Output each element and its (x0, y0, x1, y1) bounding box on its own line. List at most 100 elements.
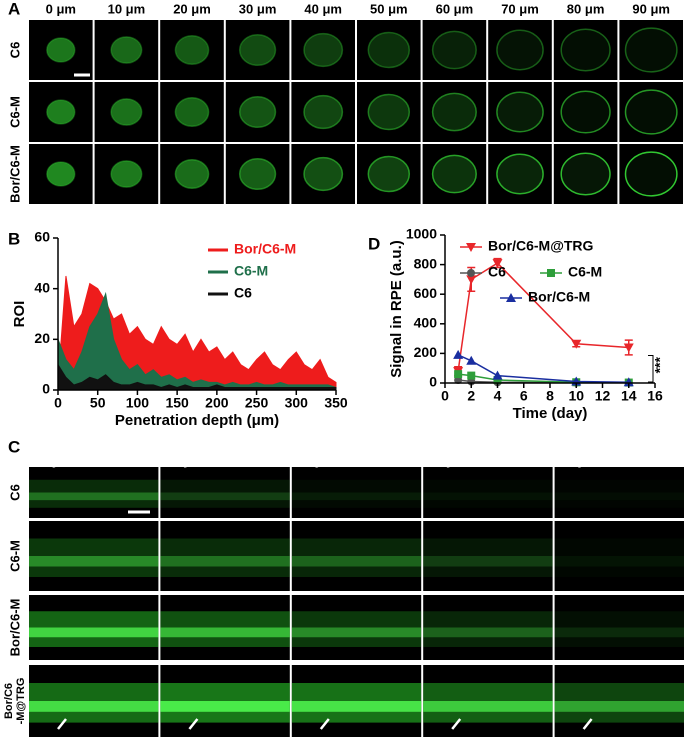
data-point (466, 243, 476, 252)
column-label: 20 μm (173, 1, 211, 16)
cell-spheroid (46, 161, 76, 187)
y-axis-label: Signal in RPE (a.u.) (388, 240, 405, 378)
arrow (451, 718, 462, 730)
micrograph (291, 144, 355, 204)
retina-layer (291, 701, 422, 712)
legend-label: C6 (488, 264, 506, 280)
retina-layer (291, 492, 422, 501)
x-tick-label: 0 (54, 395, 62, 411)
retina-layer (29, 492, 159, 501)
retina-layer (554, 701, 684, 712)
row-label: C6 (7, 42, 22, 59)
cell-spheroid (560, 90, 611, 134)
micrograph (291, 595, 422, 660)
cell-spheroid (496, 29, 544, 71)
data-point (492, 259, 503, 269)
x-tick-label: 6 (520, 388, 528, 404)
cell-spheroid (110, 98, 143, 126)
micrograph (488, 20, 552, 80)
x-axis-label: Penetration depth (μm) (115, 412, 279, 429)
cell-spheroid (560, 152, 611, 196)
retina-tissue (291, 479, 422, 508)
cell-spheroid (238, 33, 277, 67)
data-point (547, 269, 555, 277)
column-label: Day 14 (560, 452, 605, 468)
x-axis-label: Time (day) (513, 405, 588, 422)
cell-spheroid (431, 154, 477, 194)
column-label: Day 10 (428, 452, 473, 468)
data-point (467, 371, 476, 380)
retina-tissue (160, 538, 290, 577)
micrograph (225, 82, 290, 142)
x-tick-label: 12 (595, 388, 611, 404)
y-axis-label: ROI (11, 301, 28, 328)
y-tick-label: 1000 (406, 226, 437, 242)
y-tick-label: 600 (414, 285, 438, 301)
retina-layer (160, 556, 290, 567)
column-label: Day 1 (34, 452, 72, 468)
x-tick-label: 0 (441, 388, 449, 404)
x-tick-label: 300 (285, 395, 309, 411)
retina-tissue (423, 538, 553, 577)
y-tick-label: 800 (414, 255, 438, 271)
cell-spheroid (624, 89, 678, 135)
area (57, 362, 337, 391)
row-label: C6 (7, 484, 22, 501)
micrograph (291, 467, 422, 518)
micrograph (619, 82, 683, 142)
micrograph (160, 521, 290, 591)
data-point (466, 275, 477, 285)
cell-spheroid (46, 37, 76, 63)
cell-spheroid (238, 95, 277, 129)
cell-spheroid (174, 97, 210, 127)
cell-spheroid (303, 32, 344, 68)
x-tick-label: 250 (245, 395, 269, 411)
data-point (623, 377, 634, 387)
retina-layer (29, 556, 159, 567)
panel-letter: D (368, 234, 380, 253)
micrograph (554, 467, 684, 518)
micrograph (291, 82, 355, 142)
column-label: 30 μm (239, 1, 277, 16)
legend-label: C6-M (234, 263, 268, 279)
row-label: Bor/C6 (3, 683, 15, 719)
x-tick-label: 16 (647, 388, 663, 404)
column-label: 70 μm (501, 1, 539, 16)
retina-layer (160, 627, 290, 638)
y-tick-label: 20 (34, 330, 50, 346)
micrograph (422, 20, 487, 80)
column-label: 80 μm (567, 1, 605, 16)
panel-letter: A (8, 0, 20, 18)
row-label: C6-M (7, 540, 22, 572)
panel-letter: B (8, 229, 20, 248)
legend-label: C6 (234, 285, 252, 301)
retina-tissue (29, 538, 159, 577)
x-tick-label: 4 (494, 388, 502, 404)
y-tick-label: 60 (34, 229, 50, 245)
retina-layer (423, 627, 553, 638)
micrograph (160, 20, 224, 80)
data-point (453, 349, 464, 359)
data-point (454, 370, 463, 379)
x-tick-label: 50 (90, 395, 106, 411)
row-label: -M@TRG (15, 678, 27, 725)
retina-layer (554, 627, 684, 638)
x-tick-label: 150 (165, 395, 189, 411)
cell-spheroid (367, 93, 411, 131)
micrograph (291, 20, 355, 80)
cell-spheroid (303, 156, 344, 192)
data-point (467, 269, 475, 277)
data-point (506, 293, 516, 302)
axes (444, 235, 655, 384)
cell-spheroid (496, 91, 544, 133)
micrograph (619, 144, 683, 204)
cell-spheroid (174, 35, 210, 65)
cell-spheroid (238, 157, 277, 191)
micrograph (29, 467, 159, 518)
cell-spheroid (46, 99, 76, 125)
retina-tissue (423, 611, 553, 647)
retina-layer (29, 701, 159, 712)
column-label: 50 μm (370, 1, 408, 16)
x-tick-label: 14 (621, 388, 637, 404)
